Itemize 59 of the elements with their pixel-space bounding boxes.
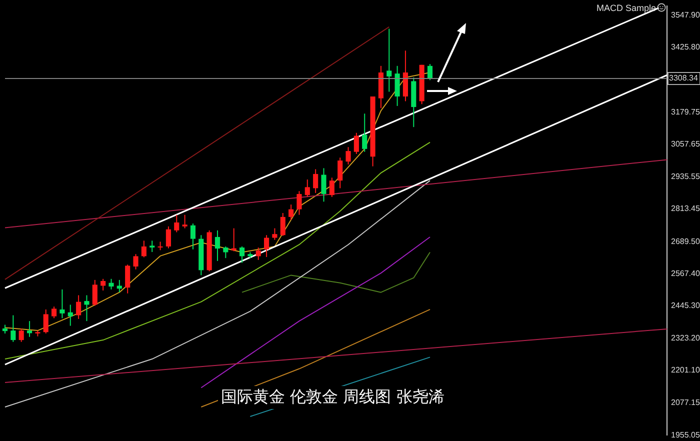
y-tick-label: 3547.90 <box>671 10 700 20</box>
candlestick <box>92 279 98 306</box>
candlestick <box>427 64 433 81</box>
candlestick <box>18 328 24 342</box>
candlestick <box>141 240 146 258</box>
y-tick-label: 3057.65 <box>671 140 700 149</box>
candlestick <box>116 279 122 293</box>
y-tick-label: 2935.55 <box>671 172 700 181</box>
candlestick <box>304 179 310 198</box>
candlestick <box>280 212 286 236</box>
candlestick <box>288 204 294 220</box>
candlestick <box>256 247 261 260</box>
candlestick <box>402 50 408 102</box>
candlestick <box>182 214 188 229</box>
candlestick <box>223 246 228 259</box>
candlestick <box>321 168 326 202</box>
y-tick-label: 2689.50 <box>671 236 700 246</box>
candlestick <box>296 190 302 216</box>
y-tick-label: 2077.15 <box>671 398 700 408</box>
candlestick <box>150 240 155 252</box>
candlestick <box>386 28 392 92</box>
y-tick-label: 2201.10 <box>671 366 700 375</box>
candlestick <box>394 65 400 106</box>
candlestick <box>52 306 57 319</box>
annotation: 国际黄金 伦敦金 周线图 张尧浠 <box>218 386 448 409</box>
candlestick <box>272 228 278 240</box>
candlestick <box>60 288 65 319</box>
candlestick <box>84 294 90 322</box>
candlestick <box>354 132 359 154</box>
ref-line-label: 3308.34 <box>669 74 698 83</box>
y-tick-label: 2813.45 <box>671 204 700 214</box>
y-tick-label: 1955.05 <box>671 430 700 440</box>
candlestick <box>329 177 334 198</box>
candlestick <box>214 230 220 262</box>
candlestick <box>264 234 270 258</box>
y-tick-label: 2567.40 <box>671 268 700 278</box>
candlestick <box>362 113 368 152</box>
candlestick <box>108 278 114 290</box>
candlestick <box>68 304 73 326</box>
candlestick <box>174 214 180 233</box>
y-tick-label: 2323.20 <box>671 333 700 342</box>
candlestick <box>43 308 48 334</box>
candlestick <box>231 228 236 252</box>
candlestick <box>346 146 351 165</box>
y-tick-label: 2445.30 <box>671 301 700 310</box>
candlestick <box>313 168 318 194</box>
candlestick <box>10 314 16 342</box>
candlestick <box>133 254 138 270</box>
candlestick <box>26 320 32 338</box>
annotation: MACD Sample <box>596 3 656 13</box>
candlestick <box>100 278 106 291</box>
candlestick <box>239 246 245 264</box>
candlestick <box>166 226 171 249</box>
candlestick <box>190 223 196 250</box>
y-tick-label: 3425.80 <box>671 42 700 52</box>
candlestick <box>76 294 82 320</box>
y-tick-label: 3179.75 <box>671 108 700 117</box>
candlestick <box>125 264 130 294</box>
candlestick <box>338 157 343 189</box>
